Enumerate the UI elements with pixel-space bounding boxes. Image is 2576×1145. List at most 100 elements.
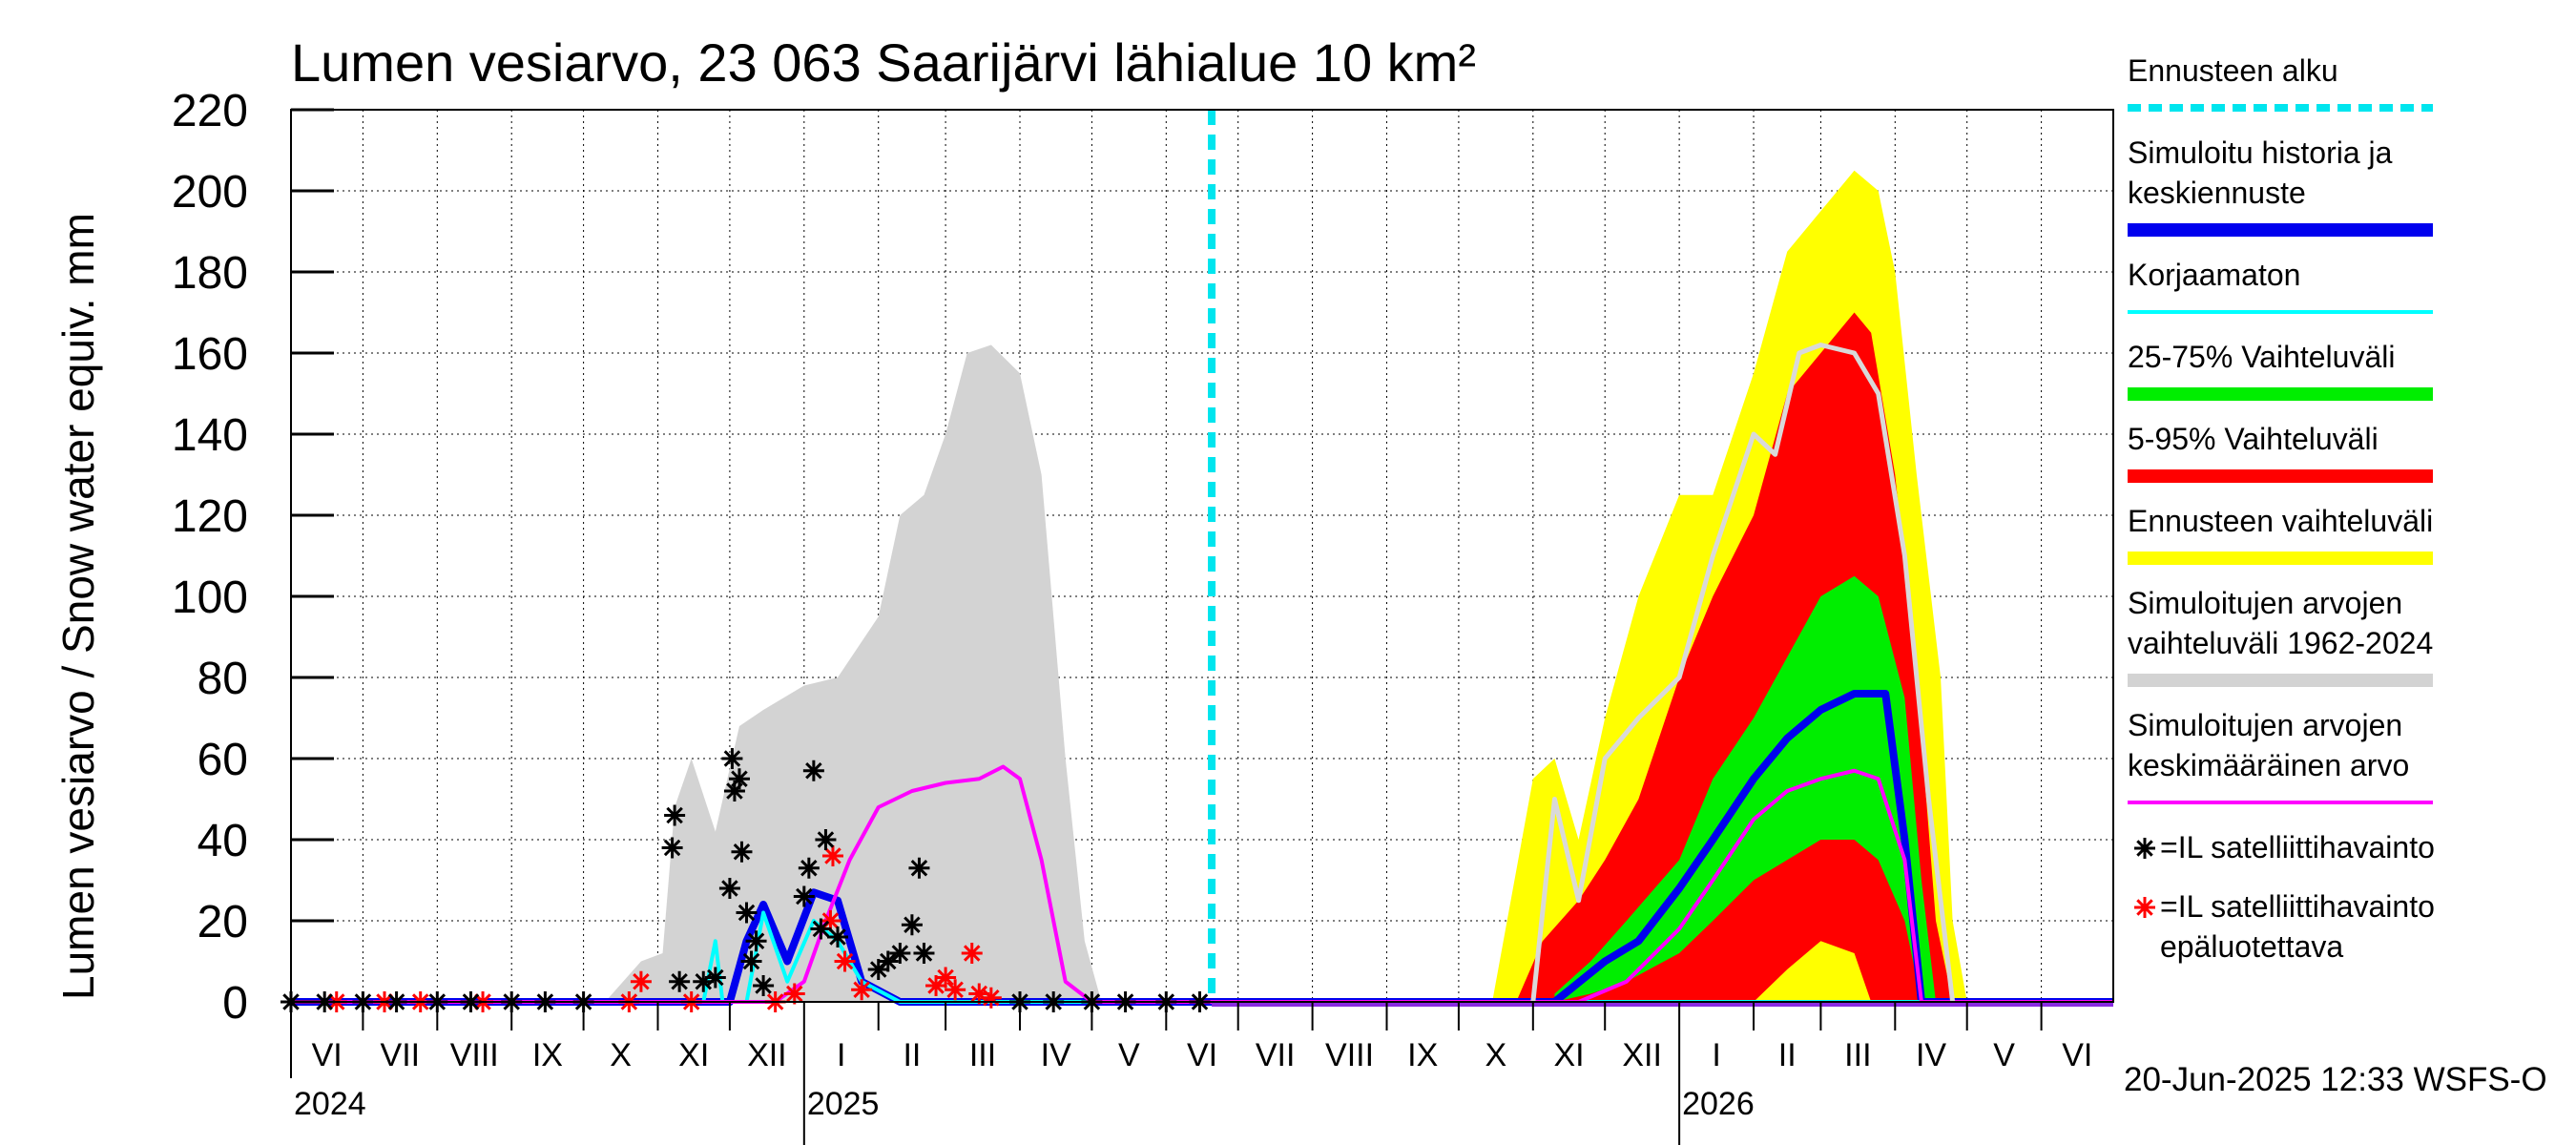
observation-unreliable-marker — [783, 983, 805, 1005]
legend-label: Ennusteen alku — [2128, 53, 2338, 88]
y-tick-label: 180 — [172, 248, 248, 299]
observation-unreliable-marker — [935, 967, 957, 989]
observation-reliable-marker — [802, 760, 824, 781]
star-stroke — [737, 904, 756, 922]
y-tick-label: 120 — [172, 491, 248, 542]
star-stroke — [805, 761, 822, 780]
month-label: XII — [1622, 1037, 1662, 1073]
month-label: XII — [747, 1037, 787, 1073]
star-stroke — [742, 952, 760, 970]
star-stroke — [937, 968, 954, 987]
y-tick-label: 220 — [172, 86, 248, 136]
star-stroke — [786, 985, 803, 1003]
star-stroke — [721, 880, 738, 897]
legend-item-il-satelliittihavainto-ep-luotettava: =IL satelliittihavainto epäluotettava — [2160, 889, 2435, 964]
month-label: I — [1712, 1037, 1720, 1073]
star-stroke — [891, 945, 909, 962]
legend: Ennusteen alku Simuloitu historia ja keski… — [2128, 53, 2435, 964]
star-stroke — [723, 750, 741, 767]
legend-item-korjaamaton: Korjaamaton — [2128, 258, 2433, 314]
star-stroke — [707, 968, 724, 987]
star-stroke — [800, 859, 818, 877]
star-stroke — [2136, 899, 2153, 916]
month-label: IX — [532, 1037, 563, 1073]
year-label: 2024 — [294, 1086, 366, 1122]
month-label: VIII — [450, 1037, 499, 1073]
month-label: II — [1778, 1037, 1797, 1073]
star-stroke — [633, 972, 650, 990]
observation-reliable-marker — [793, 885, 815, 907]
y-tick-label: 200 — [172, 167, 248, 218]
observation-reliable-marker — [661, 837, 683, 859]
observation-unreliable-marker — [834, 950, 856, 972]
observation-reliable-marker — [704, 967, 726, 989]
y-tick-label: 100 — [172, 572, 248, 623]
observation-unreliable-marker — [630, 970, 652, 992]
month-label: II — [903, 1037, 921, 1073]
legend-label: Simuloitujen arvojen — [2128, 586, 2402, 620]
year-label: 2026 — [1682, 1086, 1755, 1122]
y-tick-label: 140 — [172, 410, 248, 461]
star-stroke — [817, 831, 835, 848]
legend-label: Simuloitu historia ja — [2128, 135, 2393, 170]
month-label: XI — [1553, 1037, 1584, 1073]
legend-label: Simuloitujen arvojen — [2128, 708, 2402, 742]
observation-unreliable-marker — [961, 943, 983, 964]
legend-item-5-95-vaihteluv-li: 5-95% Vaihteluväli — [2128, 422, 2433, 483]
legend-label: vaihteluväli 1962-2024 — [2128, 626, 2433, 660]
star-stroke — [915, 945, 933, 962]
star-stroke — [796, 887, 813, 906]
month-label: VII — [1256, 1037, 1296, 1073]
band-simuloitujen-arvojen-vaihteluv-li-1962-2024 — [605, 344, 1102, 1002]
observation-reliable-marker — [815, 829, 837, 850]
legend-item-il-satelliittihavainto: =IL satelliittihavainto — [2160, 830, 2435, 864]
legend-label: keskiennuste — [2128, 176, 2306, 210]
month-label: IX — [1407, 1037, 1438, 1073]
star-stroke — [731, 770, 748, 788]
month-label: VI — [1187, 1037, 1217, 1073]
star-stroke — [812, 920, 830, 938]
star-stroke — [904, 916, 921, 934]
star-stroke — [663, 839, 681, 857]
legend-item-ennusteen-vaihteluv-li: Ennusteen vaihteluväli — [2128, 504, 2433, 565]
month-label: X — [1485, 1037, 1507, 1073]
y-tick-label: 160 — [172, 329, 248, 380]
legend-item-ennusteen-alku: Ennusteen alku — [2128, 53, 2433, 112]
plot-frame — [290, 109, 2114, 1003]
chart-title: Lumen vesiarvo, 23 063 Saarijärvi lähial… — [291, 32, 1476, 93]
y-tick-label: 60 — [197, 735, 248, 785]
star-stroke — [666, 806, 683, 824]
line-simuloitujen-arvojen-keskim-r-inen-arvo-ennuste — [1530, 343, 1956, 1003]
observation-unreliable-marker — [821, 845, 843, 866]
star-stroke — [970, 985, 988, 1003]
observation-reliable-marker — [745, 930, 767, 952]
observation-reliable-marker — [798, 857, 820, 879]
month-label: V — [1993, 1037, 2015, 1073]
observation-reliable-marker — [669, 970, 691, 992]
observation-reliable-marker — [877, 950, 899, 972]
observation-reliable-marker — [901, 914, 923, 936]
y-tick-label: 80 — [197, 654, 248, 704]
observation-reliable-marker — [718, 878, 740, 899]
month-label: IV — [1041, 1037, 1071, 1073]
y-tick-label: 0 — [222, 978, 248, 1029]
observation-reliable-marker — [736, 902, 758, 924]
line-simuloitu-historia-ja-keskiennuste — [291, 690, 2113, 1006]
month-label: VI — [2062, 1037, 2092, 1073]
legend-label: 25-75% Vaihteluväli — [2128, 340, 2395, 374]
star-stroke — [836, 952, 854, 970]
observation-reliable-marker — [889, 943, 911, 964]
month-label: X — [610, 1037, 632, 1073]
legend-star-icon — [2134, 838, 2155, 859]
month-label: VII — [381, 1037, 421, 1073]
legend-item-simuloitujen-arvojen-keskim-r-inen-arvo: Simuloitujen arvojen keskimääräinen arvo — [2128, 708, 2433, 804]
legend-item-simuloitujen-arvojen-vaihteluv-li-1962-2024: Simuloitujen arvojen vaihteluväli 1962-20… — [2128, 586, 2433, 687]
star-stroke — [963, 945, 981, 962]
star-stroke — [755, 977, 772, 994]
legend-label: =IL satelliittihavainto — [2160, 830, 2435, 864]
observation-reliable-marker — [827, 926, 848, 947]
star-stroke — [2136, 840, 2153, 857]
legend-label: epäluotettava — [2160, 929, 2343, 964]
observation-reliable-marker — [728, 768, 750, 790]
